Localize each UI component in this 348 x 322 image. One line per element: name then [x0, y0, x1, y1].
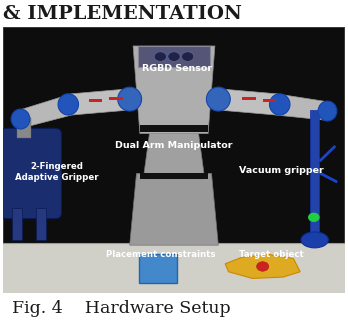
Bar: [140, 125, 208, 131]
Ellipse shape: [318, 101, 337, 121]
Polygon shape: [276, 94, 327, 120]
Text: Target object: Target object: [239, 250, 303, 259]
FancyBboxPatch shape: [0, 128, 62, 219]
Bar: [17, 118, 31, 137]
Text: & IMPLEMENTATION: & IMPLEMENTATION: [3, 5, 242, 23]
Polygon shape: [130, 174, 218, 245]
Ellipse shape: [11, 109, 30, 129]
Text: 2-Fingered
Adaptive Gripper: 2-Fingered Adaptive Gripper: [15, 163, 98, 182]
Bar: [36, 208, 46, 240]
Ellipse shape: [206, 87, 230, 111]
Text: RGBD Sensor: RGBD Sensor: [142, 64, 213, 73]
Polygon shape: [21, 94, 72, 128]
Circle shape: [182, 52, 194, 62]
Text: Fig. 4    Hardware Setup: Fig. 4 Hardware Setup: [12, 300, 231, 317]
Polygon shape: [72, 89, 133, 115]
Polygon shape: [133, 46, 215, 134]
FancyBboxPatch shape: [138, 46, 210, 67]
Ellipse shape: [269, 94, 290, 115]
Circle shape: [154, 52, 166, 62]
Bar: [263, 99, 276, 102]
Text: Vacuum gripper: Vacuum gripper: [239, 166, 324, 175]
Circle shape: [309, 213, 319, 221]
Bar: [109, 97, 123, 100]
FancyBboxPatch shape: [139, 254, 177, 283]
Ellipse shape: [58, 94, 79, 115]
FancyBboxPatch shape: [3, 27, 345, 293]
Ellipse shape: [301, 232, 328, 248]
Circle shape: [168, 52, 180, 62]
Bar: [89, 99, 102, 102]
Bar: [310, 110, 319, 242]
Bar: [242, 97, 256, 100]
Polygon shape: [143, 128, 205, 179]
Ellipse shape: [118, 87, 142, 111]
Polygon shape: [225, 254, 300, 279]
Polygon shape: [215, 89, 276, 115]
Bar: [140, 173, 208, 179]
Bar: [3, 242, 345, 293]
Text: Placement constraints: Placement constraints: [105, 250, 215, 259]
Bar: [12, 208, 22, 240]
Text: Dual Arm Manipulator: Dual Arm Manipulator: [115, 141, 233, 150]
Circle shape: [256, 262, 269, 271]
